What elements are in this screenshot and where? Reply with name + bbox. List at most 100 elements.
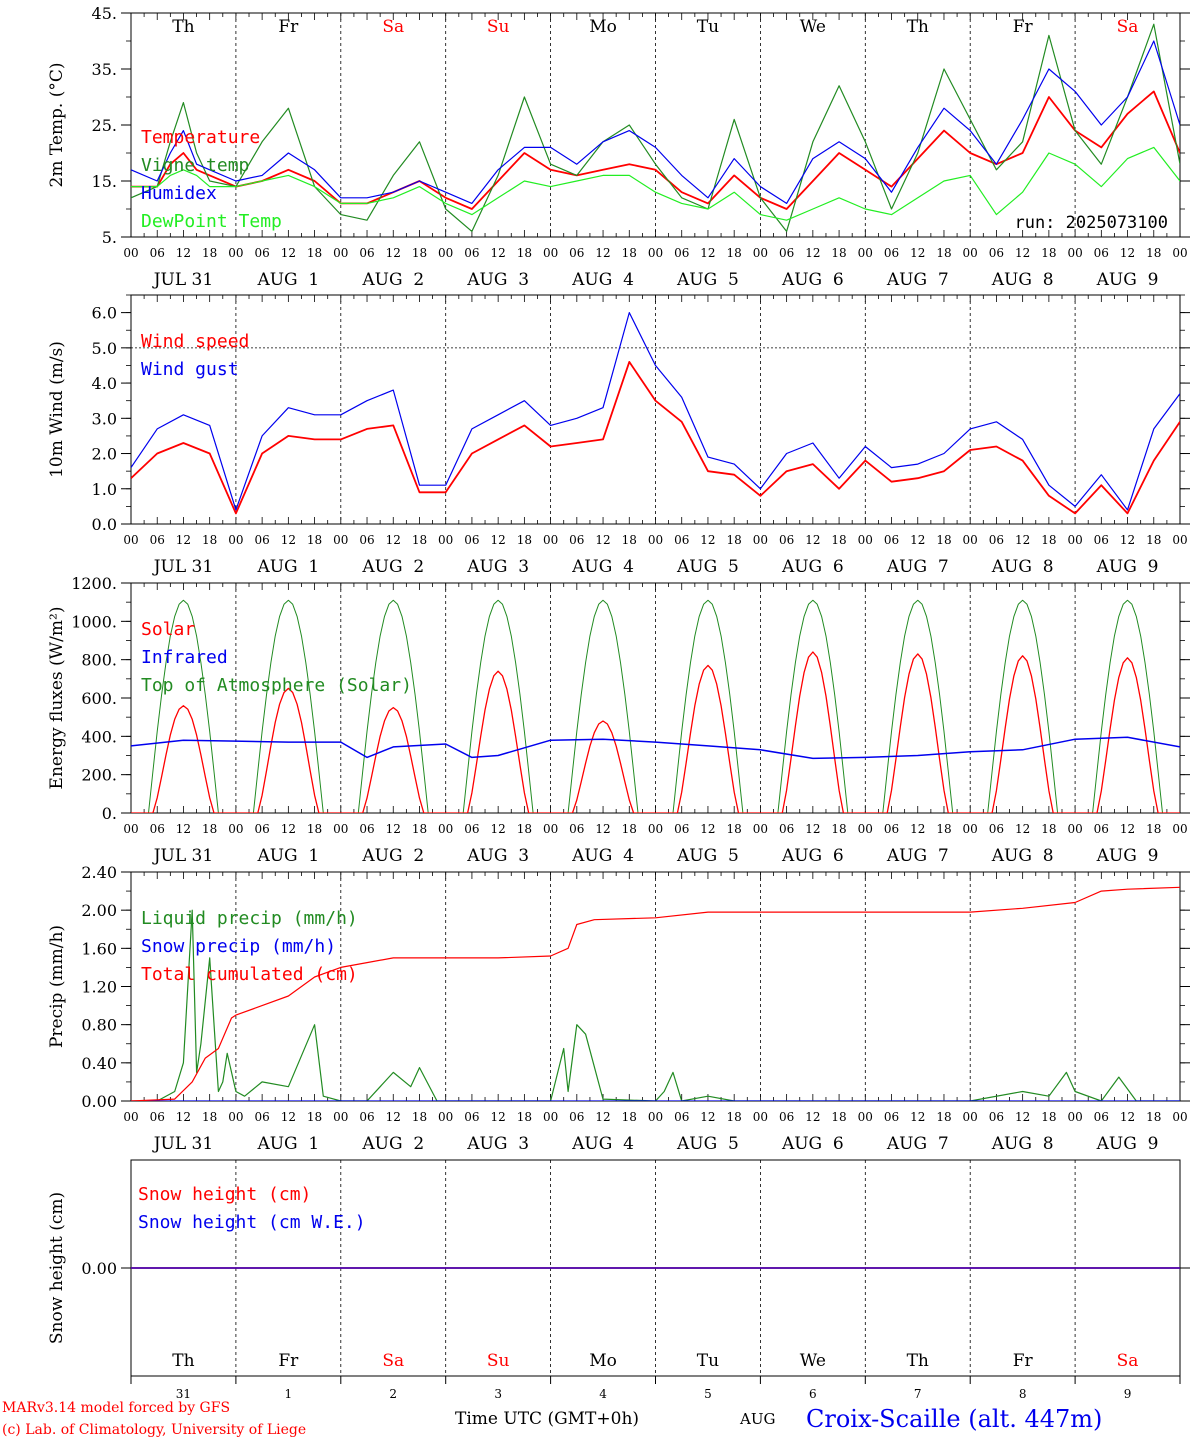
y-tick-label: 2.00 <box>81 901 117 920</box>
y-tick-label: 0.80 <box>81 1016 117 1035</box>
footer: MARv3.14 model forced by GFS (c) Lab. of… <box>2 1400 1102 1438</box>
hour-tick-label: 00 <box>963 822 978 836</box>
day-name-label: Sa <box>382 1351 404 1371</box>
hour-tick-label: 18 <box>1041 1110 1056 1124</box>
hour-tick-label: 00 <box>543 246 558 260</box>
hour-tick-label: 06 <box>674 246 689 260</box>
panel-2: 00 06 12 18 00 06 12 18 00 06 12 18 00 06 12 18 00 06 12 18… <box>47 294 1190 577</box>
date-label: AUG 6 <box>781 1134 844 1154</box>
day-number-label: 6 <box>809 1387 817 1401</box>
plot-area <box>131 886 1180 1101</box>
hour-tick-label: 12 <box>386 822 401 836</box>
hour-tick-label: 06 <box>989 1110 1004 1124</box>
date-label: AUG 5 <box>676 846 739 866</box>
liquid-precip-mm-h-line <box>131 909 1180 1101</box>
hour-tick-label: 00 <box>1067 246 1082 260</box>
hour-tick-label: 12 <box>281 246 296 260</box>
hour-tick-label: 00 <box>228 533 243 547</box>
hour-tick-label: 00 <box>1172 533 1187 547</box>
legend-label: Wind speed <box>141 331 249 352</box>
footer-month: AUG <box>739 1410 775 1428</box>
date-label: JUL 31 <box>152 1134 213 1154</box>
day-number-label: 8 <box>1019 1387 1027 1401</box>
hour-tick-label: 18 <box>936 246 951 260</box>
legend-label: Infrared <box>141 647 228 668</box>
hour-tick-label: 18 <box>412 1110 427 1124</box>
hour-tick-label: 06 <box>569 246 584 260</box>
hour-tick-label: 06 <box>989 246 1004 260</box>
date-label: AUG 4 <box>571 557 634 577</box>
hour-tick-label: 00 <box>753 246 768 260</box>
hour-tick-label: 06 <box>989 533 1004 547</box>
legend-label: Top of Atmosphere (Solar) <box>141 675 412 696</box>
legend-label: DewPoint Temp <box>141 211 282 232</box>
hour-tick-label: 18 <box>622 822 637 836</box>
hour-tick-label: 12 <box>386 533 401 547</box>
hour-tick-label: 06 <box>359 533 374 547</box>
y-axis-title: 10m Wind (m/s) <box>47 341 67 478</box>
legend-label: Solar <box>141 619 195 640</box>
day-name-label: Mo <box>589 1351 617 1371</box>
hour-tick-label: 18 <box>1041 533 1056 547</box>
day-number-label: 9 <box>1124 1387 1132 1401</box>
hour-tick-label: 06 <box>254 246 269 260</box>
hour-tick-label: 06 <box>779 1110 794 1124</box>
hour-tick-label: 00 <box>648 1110 663 1124</box>
hour-tick-label: 12 <box>805 246 820 260</box>
date-label: AUG 9 <box>1096 557 1159 577</box>
y-tick-label: 5.0 <box>92 339 117 358</box>
hour-tick-label: 00 <box>543 822 558 836</box>
y-axis-title: Snow height (cm) <box>47 1192 67 1344</box>
hour-tick-label: 06 <box>464 246 479 260</box>
hour-tick-label: 12 <box>491 1110 506 1124</box>
hour-tick-label: 12 <box>1120 246 1135 260</box>
y-tick-label: 15. <box>92 172 117 191</box>
hour-tick-label: 06 <box>884 822 899 836</box>
date-label: AUG 2 <box>361 557 424 577</box>
y-tick-label: 1.20 <box>81 978 117 997</box>
date-label: AUG 9 <box>1096 846 1159 866</box>
hour-tick-label: 18 <box>1041 822 1056 836</box>
hour-tick-label: 18 <box>307 246 322 260</box>
date-label: AUG 9 <box>1096 270 1159 290</box>
hour-tick-label: 12 <box>805 533 820 547</box>
y-tick-label: 0.40 <box>81 1054 117 1073</box>
hour-tick-label: 18 <box>517 822 532 836</box>
day-name-label: Th <box>172 17 194 37</box>
hour-tick-label: 18 <box>1146 533 1161 547</box>
day-name-label: Fr <box>278 1351 299 1371</box>
day-name-label: Tu <box>697 17 719 37</box>
hour-tick-label: 00 <box>648 533 663 547</box>
date-label: AUG 5 <box>676 270 739 290</box>
hour-tick-label: 12 <box>910 1110 925 1124</box>
y-tick-label: 0.0 <box>92 515 117 534</box>
hour-tick-label: 12 <box>700 533 715 547</box>
hour-tick-label: 18 <box>202 822 217 836</box>
day-name-label: Fr <box>1013 17 1034 37</box>
day-name-label: Su <box>487 1351 510 1371</box>
hour-tick-label: 18 <box>936 822 951 836</box>
y-axis-title: Precip (mm/h) <box>47 925 67 1048</box>
hour-tick-label: 12 <box>595 246 610 260</box>
hour-tick-label: 06 <box>674 533 689 547</box>
date-label: JUL 31 <box>152 270 213 290</box>
hour-tick-label: 06 <box>1094 246 1109 260</box>
date-label: AUG 2 <box>361 846 424 866</box>
hour-tick-label: 12 <box>386 1110 401 1124</box>
hour-tick-label: 12 <box>281 1110 296 1124</box>
date-label: AUG 4 <box>571 1134 634 1154</box>
date-label: AUG 6 <box>781 270 844 290</box>
legend-label: Wind gust <box>141 359 239 380</box>
panel-4: 00 06 12 18 00 06 12 18 00 06 12 18 00 06 12 18 00 06 12 18… <box>47 863 1190 1154</box>
day-number-label: 1 <box>285 1387 293 1401</box>
date-label: AUG 7 <box>886 270 949 290</box>
hour-tick-label: 00 <box>858 822 873 836</box>
hour-tick-label: 06 <box>1094 822 1109 836</box>
hour-tick-label: 18 <box>307 1110 322 1124</box>
date-label: AUG 1 <box>256 846 319 866</box>
hour-tick-label: 12 <box>386 246 401 260</box>
hour-tick-label: 06 <box>150 533 165 547</box>
hour-tick-label: 00 <box>543 533 558 547</box>
hour-tick-label: 00 <box>333 533 348 547</box>
